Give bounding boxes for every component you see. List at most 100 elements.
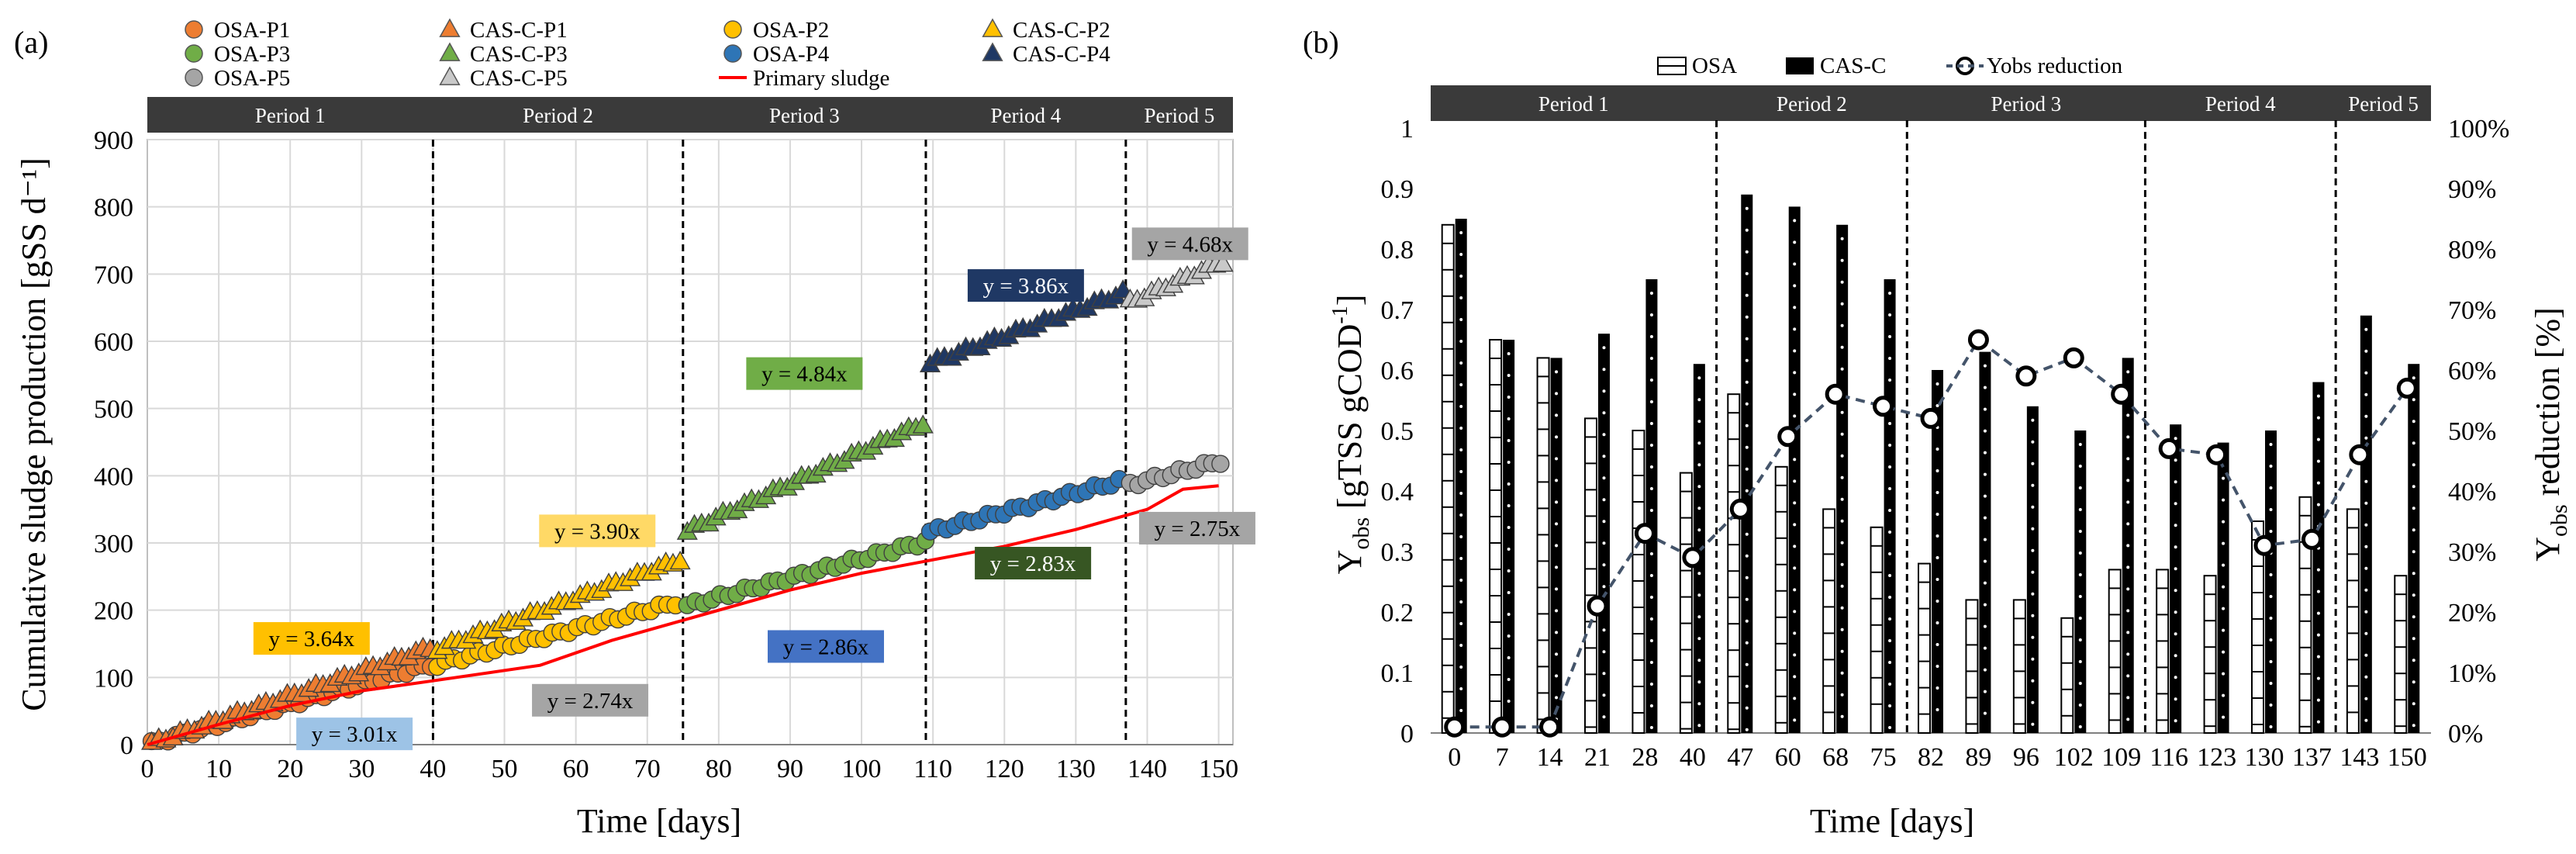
bar-casc-pattern (1840, 497, 1844, 501)
bar-casc-pattern (2412, 485, 2415, 489)
panel-a-y-axis-title: Cumulative sludge production [gSS d⁻¹] (15, 157, 53, 711)
bar-casc-pattern (1935, 643, 1939, 646)
bar-casc-pattern (2412, 637, 2415, 641)
bar-casc-pattern (2364, 436, 2368, 440)
bar-casc-pattern (1793, 523, 1797, 527)
panel-b-bars (1441, 194, 2420, 735)
bar-casc-pattern (1745, 206, 1749, 210)
bar-casc-pattern (2222, 498, 2226, 502)
bar-casc-pattern (2031, 527, 2035, 531)
bar-casc-pattern (1459, 383, 1463, 386)
bar-casc (2312, 382, 2325, 733)
reduction-point (1587, 595, 1608, 617)
x-tick-label: 68 (1822, 743, 1849, 772)
reduction-point (2206, 444, 2228, 465)
bar-casc-pattern (2412, 463, 2415, 467)
bar-casc-pattern (1507, 613, 1511, 616)
bar-casc-pattern (1555, 457, 1559, 461)
bar-casc-pattern (2364, 349, 2368, 353)
bar-casc-pattern (2364, 392, 2368, 396)
bar-casc-pattern (1507, 591, 1511, 594)
y-tick-label: 800 (94, 194, 133, 223)
bar-casc-pattern (1697, 420, 1701, 424)
x-tick-label: 89 (1965, 743, 1991, 772)
bar-casc-pattern (1555, 413, 1559, 417)
legend-entry: CAS-C-P2 (1013, 18, 1110, 43)
x-tick-label: 40 (420, 755, 446, 783)
fit-label-box (1131, 227, 1248, 261)
bar-casc-pattern (1793, 631, 1797, 635)
bar-casc-pattern (1555, 500, 1559, 504)
bar-casc-pattern (2126, 674, 2130, 678)
bar-casc-pattern (1935, 556, 1939, 559)
period-bar-background (1431, 85, 2431, 121)
bar-casc-pattern (1888, 444, 1892, 447)
bar-casc-pattern (2031, 505, 2035, 509)
bar-casc-pattern (1840, 562, 1844, 566)
x-tick-label: 10 (205, 755, 232, 783)
bar-osa (2251, 520, 2264, 734)
y-left-tick-label: 0.7 (1381, 296, 1414, 325)
period-label: Period 4 (2205, 92, 2276, 116)
bar-casc-pattern (2412, 680, 2415, 684)
bar-osa (1441, 223, 1455, 734)
bar-casc-pattern (1459, 709, 1463, 712)
bar-casc-pattern (2269, 465, 2273, 468)
fit-label-text: y = 2.83x (990, 551, 1076, 576)
panel-b-chart: (b) OSA CAS-C Yobs reduction Period 1 Perio… (1303, 25, 2572, 840)
bar-casc-pattern (1888, 683, 1892, 686)
bar-casc-pattern (2222, 715, 2226, 719)
bar-casc-pattern (2126, 370, 2130, 374)
data-point-triangle (669, 550, 691, 570)
bar-casc-pattern (1555, 696, 1559, 700)
bar-casc-pattern (1935, 686, 1939, 690)
bar-casc-pattern (2316, 720, 2320, 724)
y-left-tick-label: 0.6 (1381, 357, 1414, 386)
bar-casc-pattern (2126, 522, 2130, 526)
bar-casc-pattern (2316, 568, 2320, 572)
bar-casc-pattern (1745, 315, 1749, 319)
bar-casc-pattern (1459, 296, 1463, 299)
bar-casc-pattern (1745, 445, 1749, 449)
bar-casc-pattern (1888, 465, 1892, 468)
bar-casc-pattern (1555, 631, 1559, 634)
bar-casc-pattern (1602, 585, 1606, 589)
bar-casc-pattern (1983, 646, 1987, 650)
bar-casc-pattern (1935, 469, 1939, 472)
reduction-point (1729, 498, 1751, 520)
bar-casc-pattern (2412, 572, 2415, 576)
bar-casc-pattern (2174, 545, 2177, 549)
legend-marker-circle (185, 68, 203, 87)
y-left-tick-label: 0.2 (1381, 599, 1414, 628)
bar-casc-pattern (1935, 534, 1939, 538)
bar-casc-pattern (1697, 615, 1701, 619)
bar-casc-pattern (1507, 569, 1511, 572)
bar-casc-pattern (1507, 482, 1511, 486)
panel-a-tick-labels: 0 10 20 30 40 50 60 70 80 90 100 110 120 130 140 150 0 10… (94, 126, 1238, 783)
bar-casc-pattern (1459, 513, 1463, 517)
panel-a-x-axis-title: Time [days] (577, 802, 741, 840)
bar-casc-pattern (2031, 635, 2035, 639)
bar-casc-pattern (1459, 666, 1463, 669)
x-tick-label: 123 (2197, 743, 2236, 772)
legend-marker-circle (185, 20, 203, 39)
bar-casc-pattern (1649, 465, 1653, 468)
bar-casc-pattern (2269, 682, 2273, 685)
y-tick-label: 200 (94, 597, 133, 626)
bar-casc-pattern (2031, 592, 2035, 596)
period-label: Period 5 (1145, 104, 1215, 127)
bar-casc-pattern (2316, 633, 2320, 637)
panel-a-legend: OSA-P1 CAS-C-P1 OSA-P2 CAS-C-P2 OSA-P3 CAS-C-… (185, 18, 1110, 91)
bar-casc-pattern (1602, 389, 1606, 393)
bar-casc-pattern (2269, 638, 2273, 641)
bar-casc (2026, 406, 2039, 733)
bar-casc-pattern (1459, 275, 1463, 278)
bar-casc-pattern (2126, 565, 2130, 569)
bar-casc-pattern (1507, 461, 1511, 464)
bar-casc-pattern (1649, 574, 1653, 577)
bar-casc-pattern (1649, 379, 1653, 382)
x-tick-label: 140 (1127, 755, 1167, 783)
bar-casc-pattern (2316, 611, 2320, 615)
bar-osa (1536, 357, 1550, 734)
reduction-point (1873, 396, 1894, 417)
